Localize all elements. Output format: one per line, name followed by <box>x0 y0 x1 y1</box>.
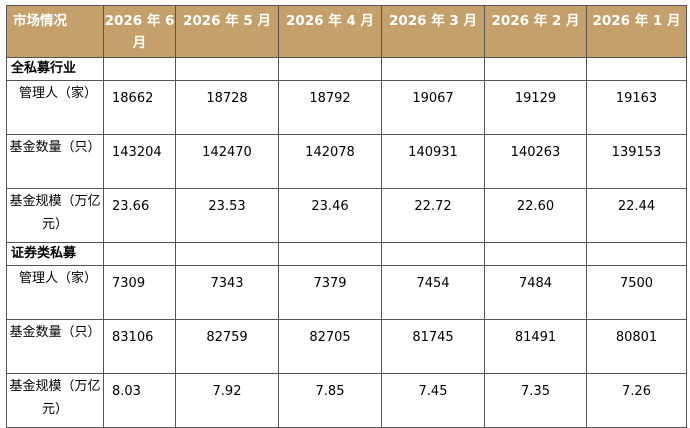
value-cell: 7454 <box>381 265 485 320</box>
metric-label: 基金规模（万亿元） <box>6 373 104 428</box>
value-cell: 7500 <box>586 265 687 320</box>
empty-cell <box>103 242 176 266</box>
value-cell: 82705 <box>278 319 382 374</box>
value-cell: 140263 <box>484 134 587 189</box>
month-header: 2026 年 6月 <box>103 5 176 58</box>
section-row: 证券类私募 <box>6 242 687 266</box>
value-cell: 7.85 <box>278 373 382 428</box>
value-cell: 23.53 <box>175 188 279 243</box>
section-title: 全私募行业 <box>6 57 104 81</box>
value-cell: 83106 <box>103 319 176 374</box>
empty-cell <box>586 57 687 81</box>
value-cell: 18728 <box>175 80 279 135</box>
metric-label: 基金数量（只） <box>6 134 104 189</box>
table-row: 管理人（家） 18662 18728 18792 19067 19129 191… <box>6 80 687 135</box>
value-cell: 139153 <box>586 134 687 189</box>
table-row: 基金数量（只） 143204 142470 142078 140931 1402… <box>6 134 687 189</box>
market-stats-table: 市场情况 2026 年 6月 2026 年 5 月 2026 年 4 月 202… <box>6 5 687 428</box>
value-cell: 23.66 <box>103 188 176 243</box>
month-header: 2026 年 4 月 <box>278 5 382 58</box>
value-cell: 7379 <box>278 265 382 320</box>
header-row: 市场情况 2026 年 6月 2026 年 5 月 2026 年 4 月 202… <box>6 5 687 58</box>
value-cell: 140931 <box>381 134 485 189</box>
empty-cell <box>175 242 279 266</box>
value-cell: 19067 <box>381 80 485 135</box>
empty-cell <box>278 57 382 81</box>
metric-label: 管理人（家） <box>6 80 104 135</box>
empty-cell <box>484 57 587 81</box>
value-cell: 19163 <box>586 80 687 135</box>
value-cell: 22.72 <box>381 188 485 243</box>
month-header: 2026 年 1 月 <box>586 5 687 58</box>
metric-label: 基金规模（万亿元） <box>6 188 104 243</box>
value-cell: 18792 <box>278 80 382 135</box>
empty-cell <box>484 242 587 266</box>
empty-cell <box>381 57 485 81</box>
value-cell: 143204 <box>103 134 176 189</box>
value-cell: 80801 <box>586 319 687 374</box>
empty-cell <box>175 57 279 81</box>
empty-cell <box>381 242 485 266</box>
empty-cell <box>103 57 176 81</box>
value-cell: 8.03 <box>103 373 176 428</box>
table-row: 管理人（家） 7309 7343 7379 7454 7484 7500 <box>6 265 687 320</box>
month-header: 2026 年 3 月 <box>381 5 485 58</box>
value-cell: 7.26 <box>586 373 687 428</box>
value-cell: 7.35 <box>484 373 587 428</box>
table-row: 基金规模（万亿元） 23.66 23.53 23.46 22.72 22.60 … <box>6 188 687 243</box>
value-cell: 23.46 <box>278 188 382 243</box>
value-cell: 81745 <box>381 319 485 374</box>
empty-cell <box>586 242 687 266</box>
metric-label: 管理人（家） <box>6 265 104 320</box>
value-cell: 22.60 <box>484 188 587 243</box>
section-title: 证券类私募 <box>6 242 104 266</box>
section-row: 全私募行业 <box>6 57 687 81</box>
value-cell: 81491 <box>484 319 587 374</box>
month-header: 2026 年 5 月 <box>175 5 279 58</box>
metric-label: 基金数量（只） <box>6 319 104 374</box>
table-row: 基金数量（只） 83106 82759 82705 81745 81491 80… <box>6 319 687 374</box>
table-row: 基金规模（万亿元） 8.03 7.92 7.85 7.45 7.35 7.26 <box>6 373 687 428</box>
value-cell: 7309 <box>103 265 176 320</box>
value-cell: 7.45 <box>381 373 485 428</box>
corner-header: 市场情况 <box>6 5 104 58</box>
value-cell: 7343 <box>175 265 279 320</box>
value-cell: 7.92 <box>175 373 279 428</box>
value-cell: 7484 <box>484 265 587 320</box>
value-cell: 82759 <box>175 319 279 374</box>
value-cell: 142078 <box>278 134 382 189</box>
value-cell: 19129 <box>484 80 587 135</box>
empty-cell <box>278 242 382 266</box>
value-cell: 18662 <box>103 80 176 135</box>
month-header: 2026 年 2 月 <box>484 5 587 58</box>
value-cell: 22.44 <box>586 188 687 243</box>
value-cell: 142470 <box>175 134 279 189</box>
